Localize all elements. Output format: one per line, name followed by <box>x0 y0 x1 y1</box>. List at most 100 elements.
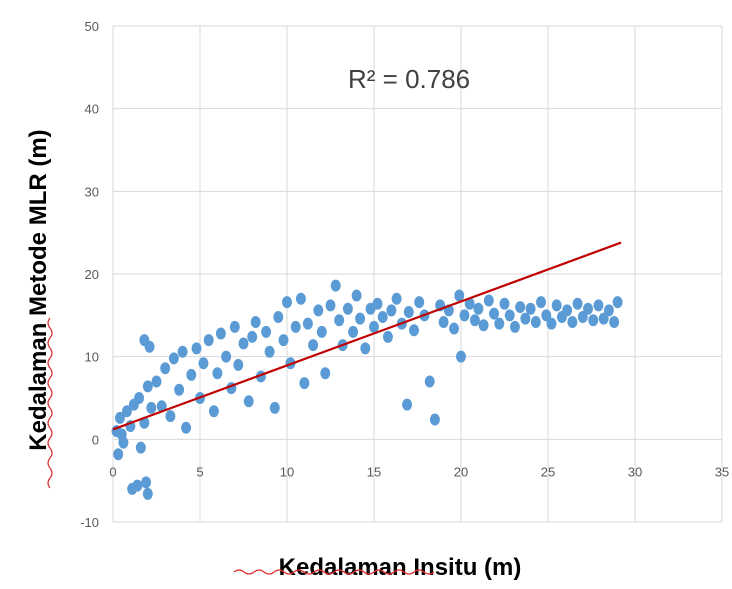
data-point <box>142 380 153 393</box>
data-point <box>551 299 562 312</box>
data-point <box>469 314 480 327</box>
data-point <box>459 309 470 322</box>
data-point <box>509 320 520 333</box>
data-point <box>372 297 383 310</box>
data-point <box>402 398 413 411</box>
data-point <box>186 368 197 381</box>
x-axis-title: Kedalaman Insitu (m) <box>279 554 522 581</box>
data-point <box>243 395 254 408</box>
data-point <box>165 410 176 423</box>
data-point <box>609 315 620 328</box>
data-point <box>546 317 557 330</box>
data-point <box>583 302 594 315</box>
data-point <box>302 317 313 330</box>
data-point <box>369 320 379 333</box>
data-point <box>355 312 366 325</box>
data-point <box>203 334 214 347</box>
data-point <box>114 411 125 424</box>
data-point <box>499 297 510 310</box>
data-point <box>603 304 614 317</box>
data-point <box>299 377 310 390</box>
spellcheck-underline-y <box>47 317 53 489</box>
x-tick-label: 25 <box>541 464 555 479</box>
x-tick-label: 30 <box>628 464 642 479</box>
data-point <box>342 302 353 315</box>
data-point <box>229 320 240 333</box>
y-tick-label: 10 <box>85 350 99 365</box>
r-squared-label: R² = 0.786 <box>348 64 470 94</box>
data-point <box>483 294 494 307</box>
data-point <box>212 367 223 380</box>
data-point <box>191 342 202 355</box>
data-point <box>593 299 604 312</box>
spellcheck-underline-x <box>233 569 435 575</box>
tick-labels: -10 0 10 20 30 40 50 0 5 10 15 20 25 30 35 <box>80 19 729 530</box>
data-point <box>113 448 124 461</box>
data-point <box>577 310 588 323</box>
x-tick-label: 0 <box>109 464 116 479</box>
data-point <box>295 292 306 305</box>
data-point <box>144 340 155 353</box>
data-point <box>160 362 171 375</box>
data-point <box>438 315 449 328</box>
trendline <box>112 241 622 431</box>
grid-lines <box>112 25 723 523</box>
data-point <box>181 421 192 434</box>
x-tick-label: 5 <box>196 464 203 479</box>
data-point <box>273 310 284 323</box>
trendline-layer <box>112 241 622 431</box>
y-tick-label: 30 <box>85 184 99 199</box>
x-tick-label: 10 <box>280 464 294 479</box>
data-point <box>261 325 272 338</box>
data-point <box>198 357 209 370</box>
data-point <box>494 317 505 330</box>
data-point <box>360 342 371 355</box>
data-point <box>264 345 275 358</box>
data-point <box>132 479 143 492</box>
data-point <box>278 334 289 347</box>
data-point <box>334 314 345 327</box>
data-point <box>391 292 402 305</box>
data-point <box>151 375 162 388</box>
data-point <box>269 401 280 414</box>
data-point <box>325 299 336 312</box>
data-point <box>464 297 475 310</box>
data-point <box>290 320 301 333</box>
data-point <box>377 310 388 323</box>
y-tick-label: 0 <box>92 432 99 447</box>
data-point <box>382 330 393 343</box>
data-point <box>320 367 331 380</box>
data-point <box>409 324 420 337</box>
data-point <box>142 487 153 500</box>
data-point <box>135 441 146 454</box>
data-point <box>233 358 244 371</box>
data-point <box>330 279 341 292</box>
data-point <box>525 302 536 315</box>
data-point <box>489 307 500 320</box>
y-tick-label: -10 <box>80 515 99 530</box>
data-point <box>351 289 362 302</box>
data-point <box>282 296 292 309</box>
data-point <box>208 405 219 418</box>
x-tick-label: 15 <box>367 464 381 479</box>
data-point <box>146 401 157 414</box>
data-point <box>454 289 465 302</box>
data-point <box>567 315 578 328</box>
data-point <box>348 325 359 338</box>
data-point <box>473 302 484 315</box>
x-tick-label: 35 <box>715 464 729 479</box>
data-point <box>221 350 232 363</box>
data-point <box>520 312 531 325</box>
data-point <box>612 296 623 309</box>
data-point <box>121 405 132 418</box>
data-point <box>598 312 609 325</box>
y-axis-title: Kedalaman Metode MLR (m) <box>25 129 52 450</box>
data-point <box>316 325 327 338</box>
data-point <box>541 309 552 322</box>
data-point <box>429 413 440 426</box>
data-point <box>247 330 258 343</box>
data-point <box>386 304 397 317</box>
data-point <box>515 301 526 314</box>
data-point <box>116 428 127 441</box>
